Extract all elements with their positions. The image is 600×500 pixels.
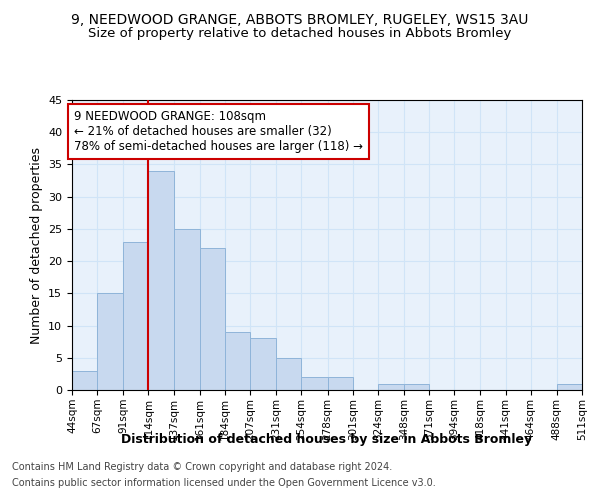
- Bar: [124, 242, 148, 390]
- Text: Contains public sector information licensed under the Open Government Licence v3: Contains public sector information licen…: [12, 478, 436, 488]
- Bar: [72, 370, 97, 390]
- Text: Distribution of detached houses by size in Abbots Bromley: Distribution of detached houses by size …: [121, 432, 533, 446]
- Text: Size of property relative to detached houses in Abbots Bromley: Size of property relative to detached ho…: [88, 28, 512, 40]
- Bar: [225, 332, 250, 390]
- Bar: [328, 377, 353, 390]
- Text: Contains HM Land Registry data © Crown copyright and database right 2024.: Contains HM Land Registry data © Crown c…: [12, 462, 392, 472]
- Bar: [378, 384, 404, 390]
- Bar: [148, 171, 173, 390]
- Bar: [301, 377, 328, 390]
- Bar: [200, 248, 225, 390]
- Bar: [557, 384, 582, 390]
- Bar: [250, 338, 276, 390]
- Bar: [276, 358, 301, 390]
- Bar: [97, 294, 124, 390]
- Bar: [404, 384, 429, 390]
- Y-axis label: Number of detached properties: Number of detached properties: [29, 146, 43, 344]
- Text: 9, NEEDWOOD GRANGE, ABBOTS BROMLEY, RUGELEY, WS15 3AU: 9, NEEDWOOD GRANGE, ABBOTS BROMLEY, RUGE…: [71, 12, 529, 26]
- Bar: [173, 229, 200, 390]
- Text: 9 NEEDWOOD GRANGE: 108sqm
← 21% of detached houses are smaller (32)
78% of semi-: 9 NEEDWOOD GRANGE: 108sqm ← 21% of detac…: [74, 110, 363, 152]
